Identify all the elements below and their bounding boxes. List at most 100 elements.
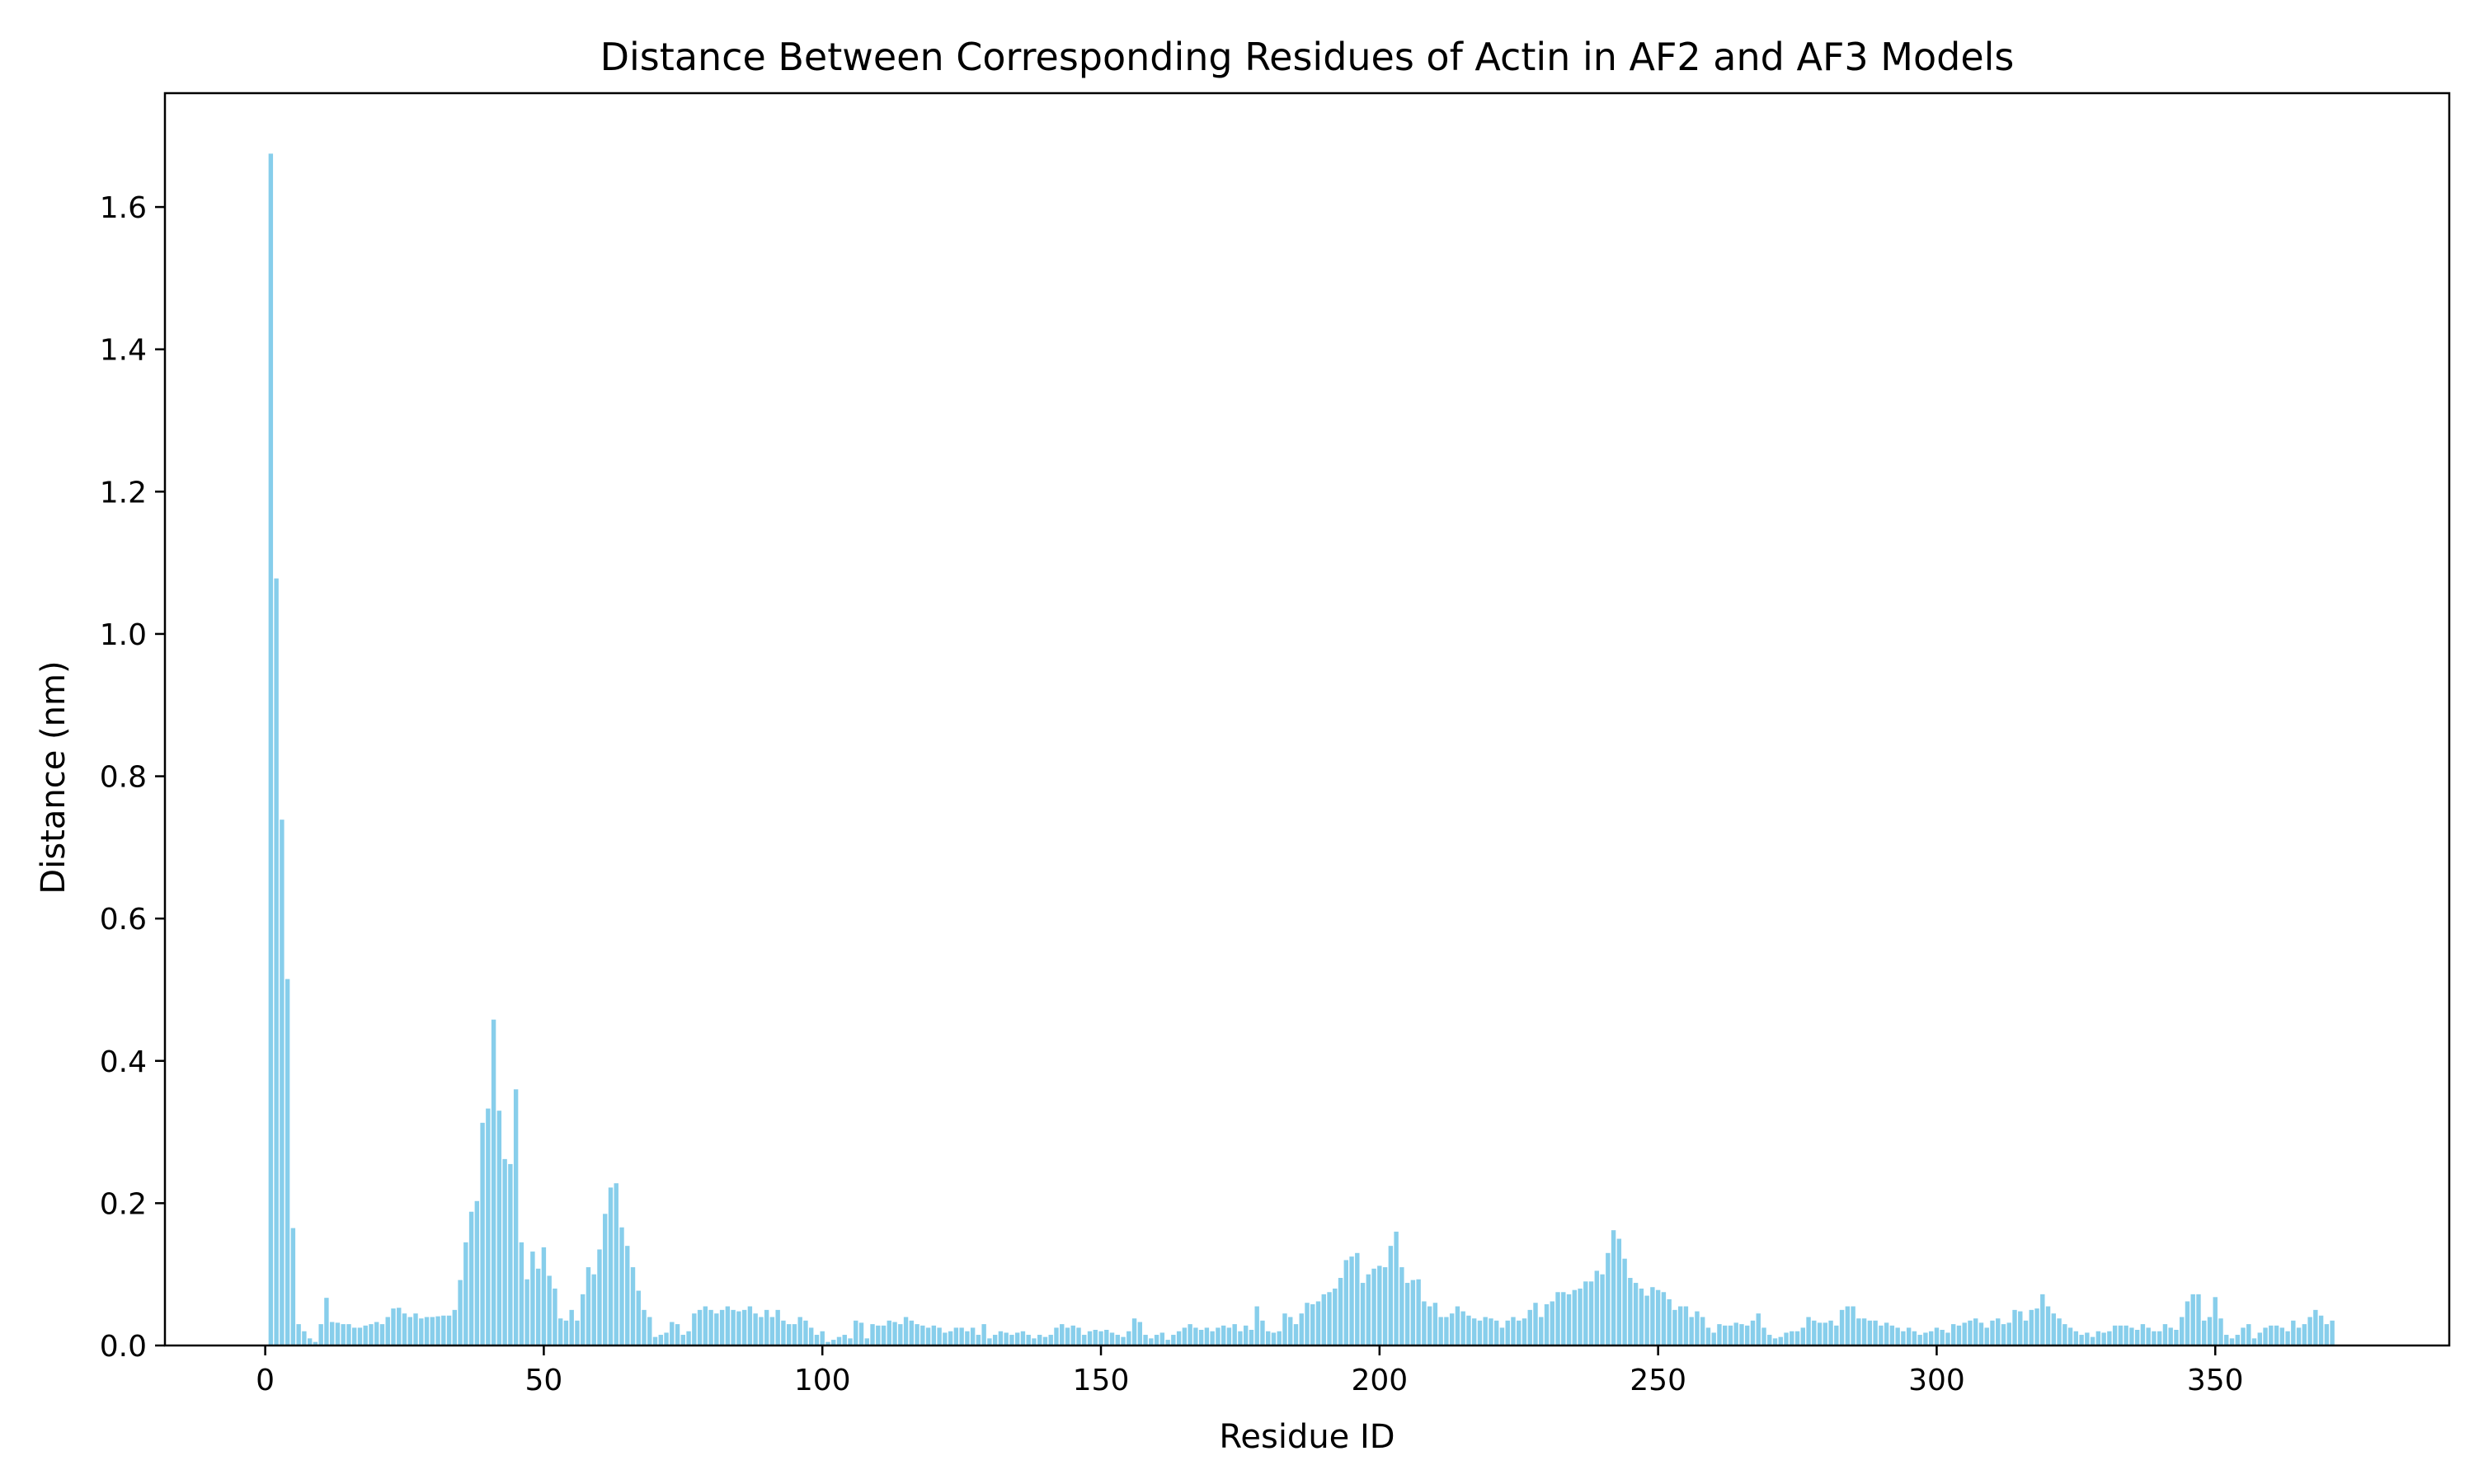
bar-residue-320: [2045, 1306, 2051, 1345]
bar-residue-67: [636, 1290, 641, 1345]
bar-residue-64: [619, 1227, 624, 1345]
bar-residue-337: [2140, 1324, 2146, 1345]
bar-residue-270: [1767, 1335, 1772, 1345]
bar-residue-195: [1349, 1256, 1354, 1345]
bar-residue-280: [1823, 1322, 1828, 1345]
bar-residue-136: [1020, 1331, 1026, 1345]
bar-residue-12: [329, 1322, 335, 1345]
bar-residue-253: [1672, 1309, 1677, 1345]
bar-residue-335: [2129, 1327, 2134, 1345]
bar-residue-31: [435, 1316, 440, 1345]
bar-residue-346: [2190, 1294, 2195, 1345]
bar-residue-281: [1828, 1320, 1833, 1345]
bar-residue-324: [2067, 1327, 2073, 1345]
bar-residue-5: [290, 1228, 296, 1345]
bar-residue-102: [831, 1340, 836, 1345]
bar-residue-361: [2274, 1325, 2279, 1345]
bar-residue-234: [1566, 1294, 1572, 1345]
y-tick-label: 0.4: [100, 1045, 147, 1079]
bar-residue-271: [1772, 1338, 1778, 1345]
bar-residue-263: [1728, 1325, 1733, 1345]
bar-residue-230: [1544, 1303, 1550, 1345]
bar-residue-70: [652, 1336, 658, 1345]
bar-residue-283: [1839, 1309, 1845, 1345]
bar-residue-313: [2006, 1322, 2011, 1345]
bar-residue-236: [1578, 1288, 1583, 1345]
bar-residue-331: [2107, 1331, 2112, 1345]
bar-residue-73: [670, 1322, 675, 1345]
bar-residue-289: [1873, 1320, 1878, 1345]
bar-residue-122: [943, 1332, 948, 1345]
bar-residue-79: [703, 1306, 708, 1345]
bar-residue-329: [2095, 1331, 2101, 1345]
bar-residue-343: [2174, 1330, 2179, 1345]
bar-residue-65: [625, 1246, 630, 1345]
bar-residue-60: [597, 1249, 602, 1345]
bar-residue-131: [992, 1335, 998, 1345]
bar-residue-46: [519, 1242, 524, 1345]
bar-residue-156: [1131, 1318, 1137, 1345]
bar-residue-211: [1438, 1317, 1443, 1345]
bar-residue-173: [1226, 1327, 1232, 1345]
bar-residue-366: [2302, 1324, 2307, 1345]
bar-residue-124: [953, 1327, 959, 1345]
bar-residue-219: [1483, 1317, 1488, 1345]
bar-residue-246: [1633, 1283, 1639, 1345]
bar-residue-235: [1572, 1289, 1577, 1345]
bar-residue-77: [692, 1313, 697, 1345]
bar-residue-349: [2207, 1317, 2213, 1345]
bar-residue-282: [1834, 1325, 1839, 1345]
bar-residue-164: [1176, 1331, 1182, 1345]
bar-residue-241: [1606, 1252, 1611, 1345]
bar-residue-82: [719, 1309, 725, 1345]
bar-residue-88: [753, 1313, 758, 1345]
bar-residue-260: [1711, 1332, 1716, 1345]
bar-residue-45: [513, 1089, 519, 1345]
bar-residue-264: [1733, 1322, 1738, 1345]
bar-residue-294: [1901, 1331, 1906, 1345]
bar-residue-202: [1388, 1246, 1394, 1345]
bar-residue-147: [1082, 1335, 1087, 1345]
bar-residue-44: [508, 1163, 513, 1345]
bar-residue-350: [2213, 1297, 2218, 1345]
bar-residue-20: [374, 1322, 379, 1345]
chart-title: Distance Between Corresponding Residues …: [600, 35, 2015, 79]
bar-residue-231: [1550, 1301, 1554, 1345]
bar-residue-183: [1282, 1313, 1287, 1345]
y-tick-label: 1.0: [100, 618, 147, 652]
bar-residue-309: [1984, 1327, 1989, 1345]
bar-residue-355: [2241, 1327, 2246, 1345]
bar-residue-205: [1404, 1283, 1410, 1345]
bar-residue-292: [1889, 1325, 1895, 1345]
bar-residue-181: [1271, 1332, 1277, 1345]
bar-residue-262: [1723, 1325, 1728, 1345]
bar-residue-217: [1471, 1318, 1477, 1345]
bar-residue-207: [1416, 1279, 1421, 1345]
bar-residue-238: [1588, 1281, 1594, 1345]
bar-residue-340: [2157, 1331, 2162, 1345]
bar-residue-35: [458, 1280, 463, 1345]
bar-residue-295: [1906, 1327, 1912, 1345]
bar-residue-50: [541, 1247, 547, 1345]
bar-residue-59: [591, 1274, 596, 1345]
bar-residue-364: [2291, 1320, 2296, 1345]
bar-residue-194: [1343, 1260, 1348, 1345]
bar-residue-203: [1394, 1231, 1399, 1345]
bar-residue-117: [915, 1324, 920, 1345]
bar-residue-168: [1198, 1330, 1204, 1345]
bar-residue-369: [2318, 1315, 2324, 1345]
bar-residue-251: [1661, 1292, 1667, 1345]
bar-residue-110: [876, 1325, 881, 1345]
bar-residue-267: [1750, 1320, 1756, 1345]
bar-residue-276: [1800, 1327, 1805, 1345]
bar-residue-189: [1315, 1301, 1321, 1345]
bar-residue-279: [1817, 1322, 1823, 1345]
bar-residue-151: [1104, 1330, 1109, 1345]
bar-residue-115: [903, 1317, 909, 1345]
bar-residue-40: [486, 1108, 491, 1345]
bar-residue-227: [1527, 1309, 1532, 1345]
bar-residue-57: [581, 1294, 586, 1345]
bar-residue-108: [864, 1338, 869, 1345]
bar-residue-171: [1216, 1327, 1221, 1345]
